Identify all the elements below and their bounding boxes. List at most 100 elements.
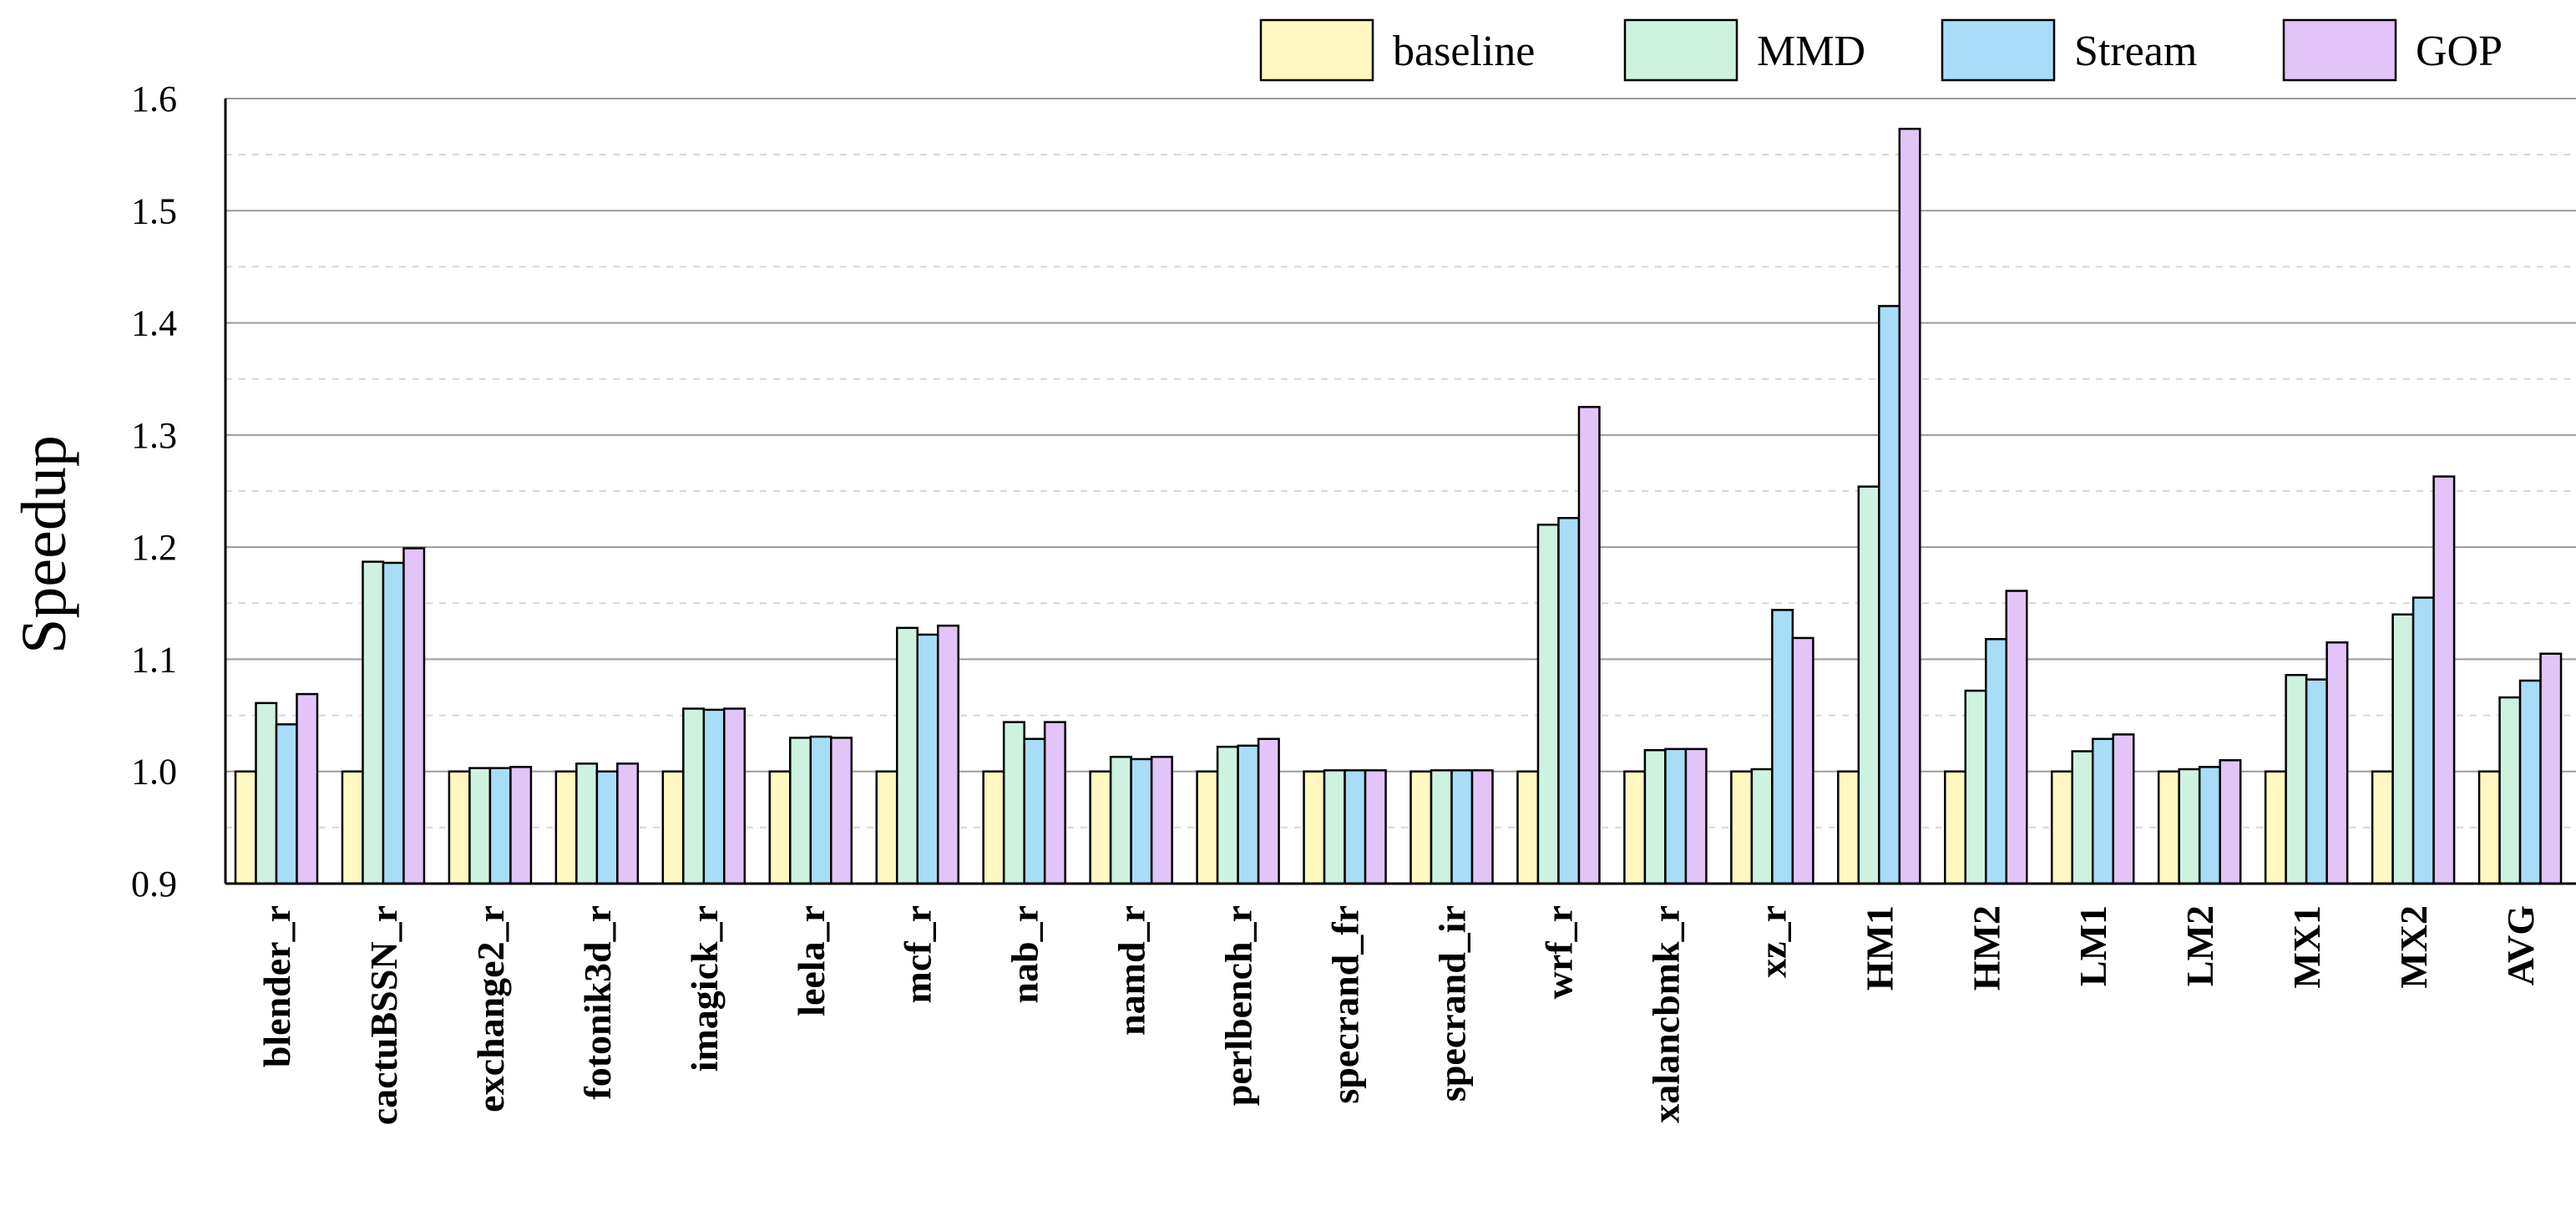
bar-Stream-MX1 xyxy=(2305,678,2328,885)
bar-Stream-HM1 xyxy=(1878,305,1901,885)
bar-GOP-wrf_r xyxy=(1577,406,1601,885)
bar-GOP-AVG xyxy=(2539,652,2563,885)
legend-swatch-GOP xyxy=(2282,18,2397,82)
x-category-label: blender_r xyxy=(256,905,298,1067)
bar-baseline-mcf_r xyxy=(875,770,898,885)
bar-Stream-MX2 xyxy=(2412,596,2435,885)
bar-Stream-specrand_ir xyxy=(1450,769,1474,885)
bar-Stream-LM2 xyxy=(2198,766,2221,885)
x-category-label: MX2 xyxy=(2392,905,2435,989)
y-tick-label: 1.2 xyxy=(131,527,177,568)
bar-Stream-blender_r xyxy=(275,723,298,885)
bar-baseline-perlbench_r xyxy=(1196,770,1219,885)
bar-MMD-imagick_r xyxy=(682,707,706,885)
legend-swatch-baseline xyxy=(1259,18,1374,82)
bar-Stream-leela_r xyxy=(809,735,833,885)
bar-GOP-namd_r xyxy=(1150,756,1173,885)
x-category-label: xalancbmk_r xyxy=(1644,905,1687,1123)
bar-GOP-nab_r xyxy=(1043,721,1066,885)
bar-MMD-nab_r xyxy=(1002,721,1025,885)
x-category-label: HM1 xyxy=(1858,905,1900,990)
x-category-label: exchange2_r xyxy=(469,905,512,1112)
bar-baseline-wrf_r xyxy=(1516,770,1540,885)
bar-MMD-LM1 xyxy=(2071,750,2094,885)
bar-GOP-imagick_r xyxy=(723,707,746,885)
bar-Stream-HM2 xyxy=(1985,638,2008,885)
legend-swatch-Stream xyxy=(1941,18,2056,82)
bar-MMD-blender_r xyxy=(255,702,278,885)
bar-GOP-leela_r xyxy=(830,737,853,885)
bar-Stream-wrf_r xyxy=(1557,516,1581,885)
bar-Stream-LM1 xyxy=(2091,737,2114,885)
x-category-label: imagick_r xyxy=(683,905,726,1072)
y-tick-label: 1.5 xyxy=(131,190,177,231)
bars xyxy=(234,128,2563,885)
y-tick-label: 1.3 xyxy=(131,415,177,456)
x-category-label: MX1 xyxy=(2285,905,2328,989)
x-category-label: LM2 xyxy=(2179,905,2221,986)
bar-Stream-cactuBSSN_r xyxy=(382,561,405,885)
bar-GOP-MX2 xyxy=(2432,475,2456,885)
bar-baseline-nab_r xyxy=(982,770,1005,885)
x-category-label: xz_r xyxy=(1751,905,1794,978)
bar-baseline-blender_r xyxy=(234,770,257,885)
bar-MMD-exchange2_r xyxy=(468,767,492,885)
bar-MMD-HM2 xyxy=(1964,689,1987,885)
bar-GOP-mcf_r xyxy=(936,624,959,885)
y-tick-label: 1.1 xyxy=(131,639,177,680)
bar-GOP-HM1 xyxy=(1898,128,1921,885)
bar-baseline-specrand_ir xyxy=(1409,770,1433,885)
bar-baseline-imagick_r xyxy=(661,770,685,885)
bar-Stream-imagick_r xyxy=(702,708,726,885)
x-category-label: leela_r xyxy=(790,905,833,1016)
legend: baseline MMD Stream GOP xyxy=(1259,18,2503,82)
bar-Stream-mcf_r xyxy=(916,633,939,885)
bar-GOP-perlbench_r xyxy=(1257,737,1280,885)
bar-baseline-LM1 xyxy=(2050,770,2073,885)
axes xyxy=(224,99,2576,885)
bar-MMD-cactuBSSN_r xyxy=(362,560,385,885)
bar-MMD-HM1 xyxy=(1857,485,1880,885)
bar-MMD-specrand_ir xyxy=(1430,769,1453,885)
bar-GOP-xalancbmk_r xyxy=(1684,747,1708,885)
bar-Stream-perlbench_r xyxy=(1237,744,1260,885)
bar-MMD-MX1 xyxy=(2285,673,2308,885)
gridlines xyxy=(225,98,2576,828)
bar-baseline-AVG xyxy=(2477,770,2501,885)
bar-MMD-specrand_fr xyxy=(1323,769,1346,885)
bar-Stream-exchange2_r xyxy=(488,767,512,885)
bar-baseline-namd_r xyxy=(1089,770,1112,885)
bar-MMD-MX2 xyxy=(2391,613,2415,885)
bar-GOP-MX1 xyxy=(2325,641,2349,885)
bar-baseline-MX1 xyxy=(2264,770,2287,885)
bar-Stream-xz_r xyxy=(1771,609,1794,885)
bar-MMD-fotonik3d_r xyxy=(575,762,599,885)
x-category-label: specrand_fr xyxy=(1324,905,1367,1104)
x-category-label: perlbench_r xyxy=(1217,905,1260,1106)
bar-baseline-HM1 xyxy=(1837,770,1860,885)
x-category-labels: blender_r cactuBSSN_r exchange2_r fotonik3d… xyxy=(256,905,2542,1125)
bar-baseline-HM2 xyxy=(1944,770,1967,885)
bar-baseline-xz_r xyxy=(1730,770,1754,885)
bar-baseline-exchange2_r xyxy=(448,770,471,885)
bar-MMD-LM2 xyxy=(2178,768,2201,885)
bar-MMD-wrf_r xyxy=(1536,524,1560,885)
bar-GOP-HM2 xyxy=(2005,590,2028,885)
bar-MMD-perlbench_r xyxy=(1216,745,1239,885)
x-category-label: HM2 xyxy=(1965,905,2007,990)
y-tick-label: 0.9 xyxy=(131,864,177,904)
y-tick-label: 1.6 xyxy=(131,79,177,119)
bar-GOP-specrand_fr xyxy=(1364,769,1387,885)
bar-MMD-namd_r xyxy=(1109,756,1132,885)
x-category-label: nab_r xyxy=(1004,905,1046,1004)
x-category-label: fotonik3d_r xyxy=(576,905,619,1100)
x-category-label: specrand_ir xyxy=(1431,905,1474,1102)
bar-Stream-fotonik3d_r xyxy=(595,770,619,885)
y-tick-label: 1.4 xyxy=(131,303,177,344)
bar-Stream-namd_r xyxy=(1130,757,1153,885)
bar-GOP-LM1 xyxy=(2112,733,2135,885)
bar-MMD-xalancbmk_r xyxy=(1643,748,1667,885)
x-category-label: LM1 xyxy=(2072,905,2114,986)
bar-MMD-leela_r xyxy=(789,737,812,885)
